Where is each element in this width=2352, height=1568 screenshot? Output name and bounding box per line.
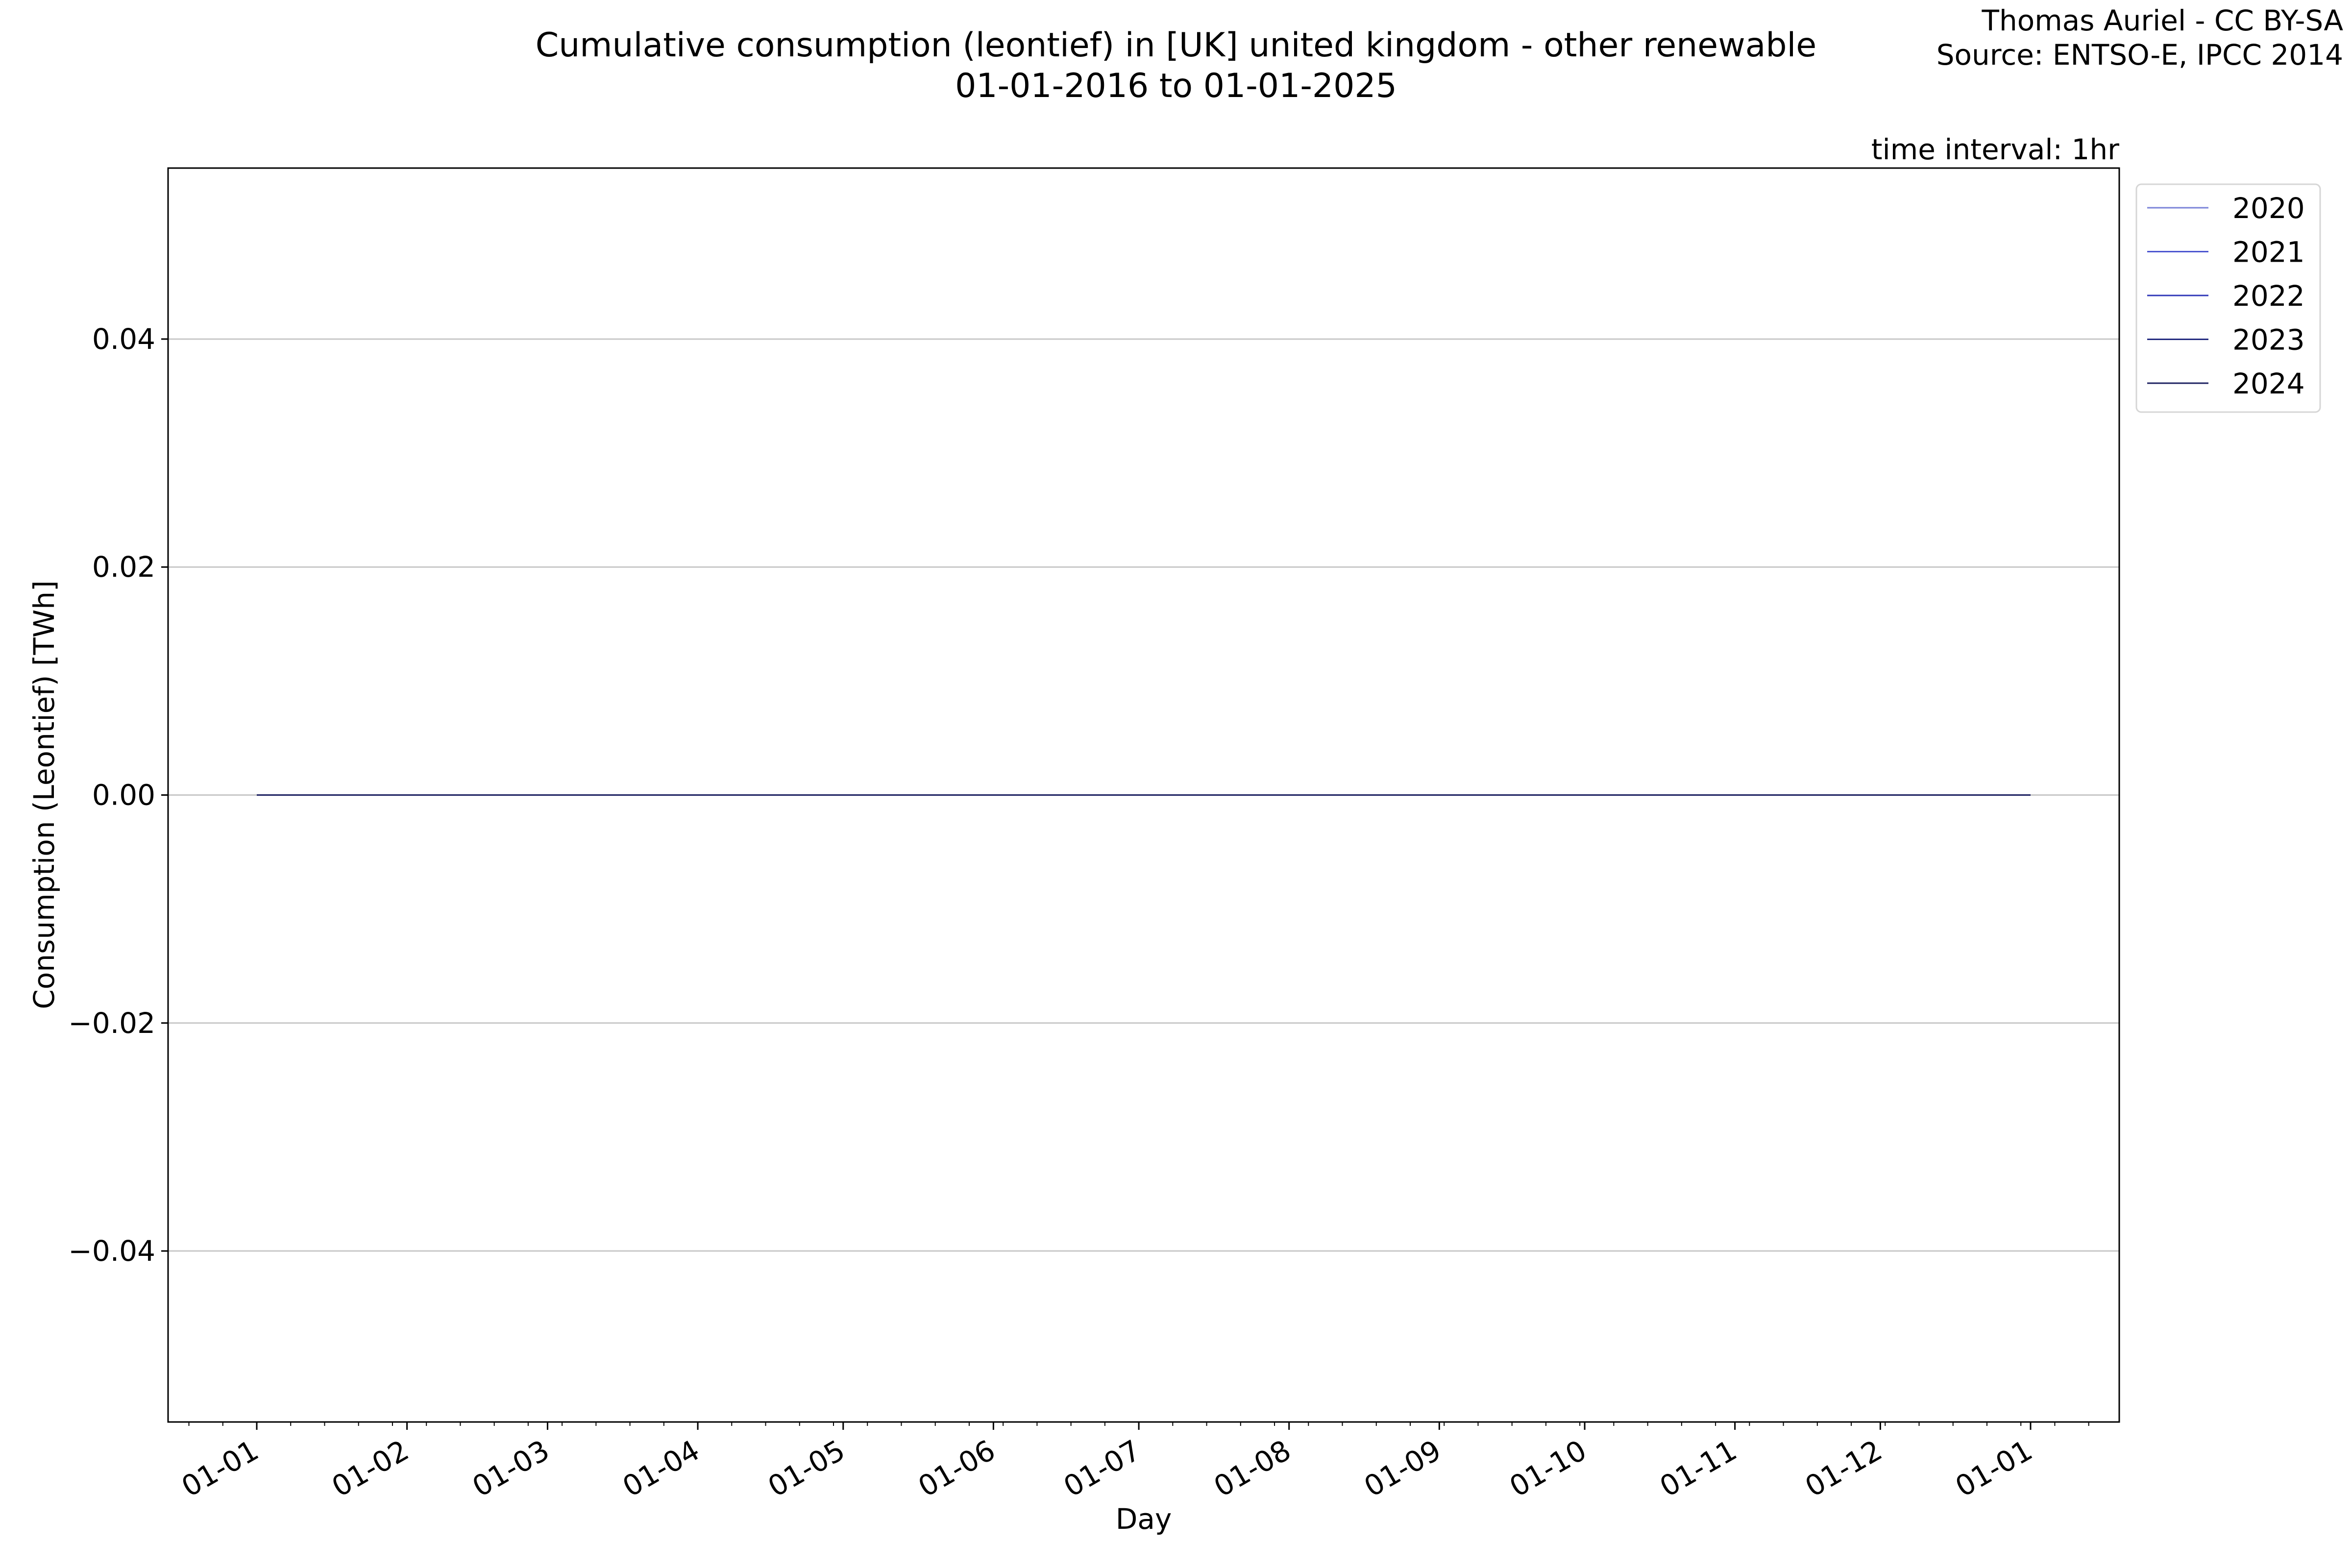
legend-label: 2023	[2232, 323, 2305, 357]
x-tick-label: 01-09	[1358, 1433, 1446, 1503]
chart-subtitle: 01-01-2016 to 01-01-2025	[955, 67, 1397, 105]
x-tick-label: 01-12	[1799, 1433, 1887, 1503]
x-tick-label: 01-02	[326, 1433, 415, 1503]
x-tick-label: 01-07	[1058, 1433, 1146, 1503]
x-tick-label: 01-11	[1654, 1433, 1742, 1503]
legend-label: 2020	[2232, 192, 2305, 225]
y-tick-label: −0.02	[68, 1006, 155, 1040]
x-tick-label: 01-05	[762, 1433, 851, 1503]
time-interval-annotation: time interval: 1hr	[1871, 133, 2119, 166]
x-tick-label: 01-04	[617, 1433, 705, 1503]
legend-label: 2022	[2232, 279, 2305, 313]
legend-frame	[2135, 183, 2321, 413]
y-tick-label: 0.00	[92, 779, 155, 812]
x-tick-label: 01-08	[1208, 1433, 1297, 1503]
x-tick-label: 01-01	[1950, 1433, 2038, 1503]
legend-label: 2024	[2232, 367, 2305, 400]
x-tick-label: 01-06	[912, 1433, 1001, 1503]
x-tick-label: 01-10	[1504, 1433, 1592, 1503]
y-tick-label: −0.04	[68, 1234, 155, 1268]
x-tick-label: 01-03	[466, 1433, 555, 1503]
chart-title: Cumulative consumption (leontief) in [UK…	[536, 26, 1817, 65]
legend: 2020 2021 2022 2023 2024	[2135, 183, 2321, 413]
source-text: Source: ENTSO-E, IPCC 2014	[1936, 38, 2343, 72]
credit-text: Thomas Auriel - CC BY-SA	[1982, 4, 2344, 37]
legend-label: 2021	[2232, 236, 2305, 269]
x-tick-label: 01-01	[176, 1433, 264, 1503]
y-tick-label: 0.02	[92, 550, 155, 584]
x-axis-label: Day	[1116, 1502, 1172, 1536]
y-axis-label: Consumption (Leontief) [TWh]	[27, 580, 61, 1009]
y-tick-label: 0.04	[92, 322, 155, 356]
